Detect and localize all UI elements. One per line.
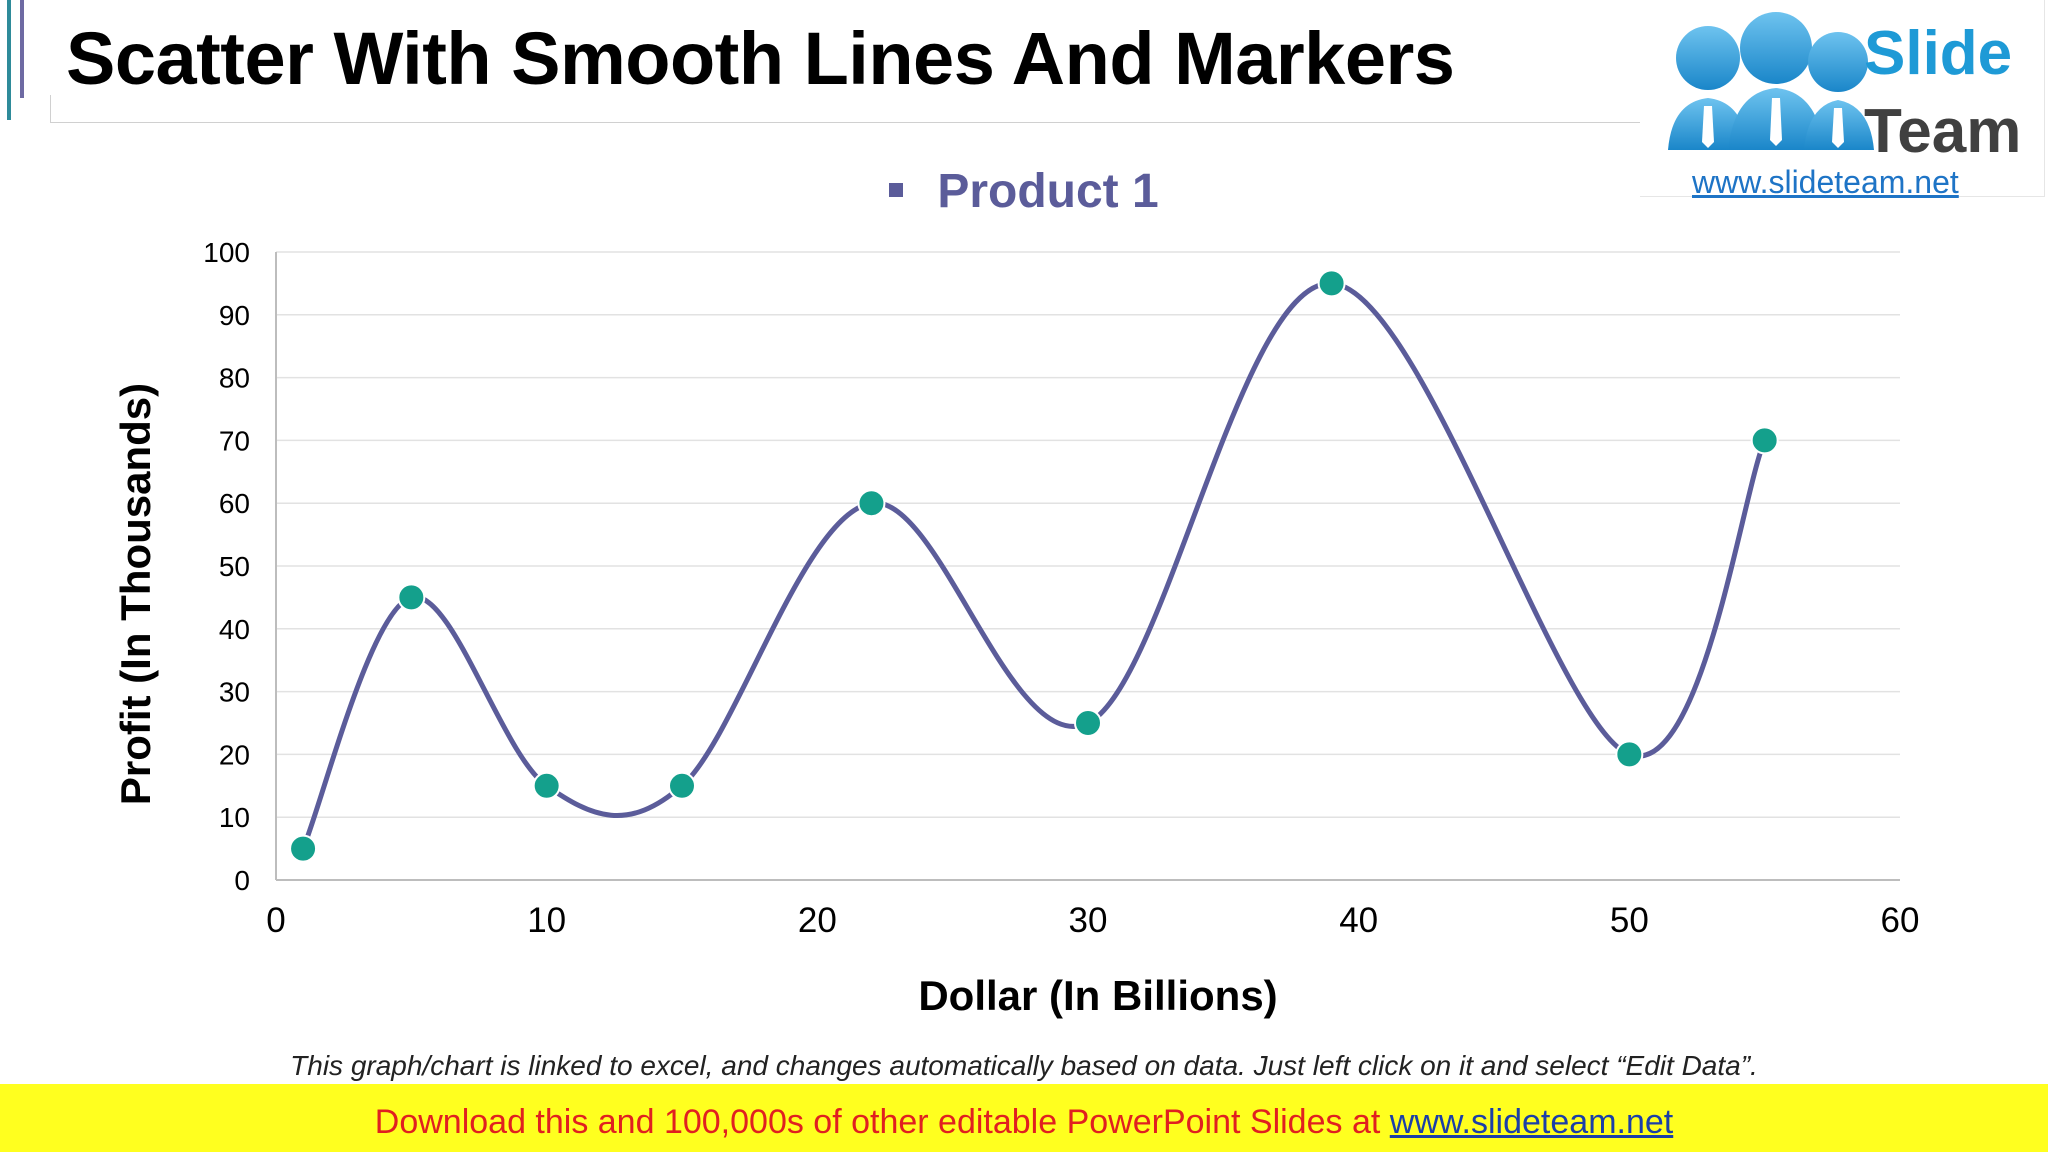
accent-bar-purple — [20, 0, 24, 98]
y-tick-label: 10 — [219, 802, 250, 833]
legend-square-icon — [889, 183, 904, 198]
slideteam-logo[interactable]: Slide Team www.slideteam.net — [1640, 0, 2048, 200]
x-tick-label: 40 — [1339, 901, 1378, 940]
y-tick-label: 20 — [219, 739, 250, 770]
y-tick-label: 60 — [219, 488, 250, 519]
y-tick-label: 40 — [219, 614, 250, 645]
slide-title: Scatter With Smooth Lines And Markers — [66, 17, 1455, 100]
x-tick-label: 0 — [266, 901, 285, 940]
title-underline — [50, 122, 1640, 123]
logo-word-team: Team — [1864, 97, 2022, 166]
accent-bar-teal — [7, 0, 11, 120]
download-banner[interactable]: Download this and 100,000s of other edit… — [0, 1084, 2048, 1152]
x-tick-label: 60 — [1881, 901, 1920, 940]
data-point-marker — [397, 583, 426, 612]
data-point-marker — [289, 834, 318, 863]
y-axis-label: Profit (In Thousands) — [112, 383, 159, 805]
y-tick-labels: 0 10 20 30 40 50 60 70 80 90 100 — [203, 237, 250, 896]
axes — [275, 252, 1900, 881]
chart-legend: Product 1 — [0, 164, 2048, 219]
data-point-marker — [1750, 426, 1779, 455]
logo-word-slide: Slide — [1864, 19, 2013, 88]
data-point-marker — [1074, 709, 1102, 737]
people-group-icon — [1668, 12, 1874, 150]
logo-frame — [1640, 0, 2045, 197]
data-point-marker — [532, 771, 561, 800]
data-point-marker — [1317, 269, 1346, 298]
data-point-marker — [668, 771, 696, 800]
x-tick-labels: 0 10 20 30 40 50 60 — [266, 901, 1919, 940]
series-line — [300, 280, 1767, 850]
x-tick-label: 10 — [527, 901, 566, 940]
y-tick-label: 0 — [234, 865, 250, 896]
title-rule-vertical — [50, 95, 51, 123]
x-tick-label: 30 — [1069, 901, 1108, 940]
data-point-marker — [1615, 740, 1644, 769]
gridlines — [276, 251, 1900, 818]
y-tick-label: 70 — [219, 425, 250, 456]
y-tick-label: 30 — [219, 677, 250, 708]
y-tick-label: 100 — [203, 237, 250, 268]
edit-data-note: This graph/chart is linked to excel, and… — [290, 1050, 1758, 1081]
series-product-1 — [289, 269, 1779, 863]
y-tick-label: 90 — [219, 300, 250, 331]
scatter-chart: 0 10 20 30 40 50 60 70 80 90 100 0 10 20 30 40 50 60 Dol… — [112, 237, 1919, 1019]
x-axis-label: Dollar (In Billions) — [918, 972, 1277, 1019]
legend-series-label: Product 1 — [937, 165, 1159, 218]
banner-text: Download this and 100,000s of other edit… — [374, 1103, 1390, 1141]
banner-link[interactable]: www.slideteam.net — [1389, 1103, 1674, 1141]
x-tick-label: 50 — [1610, 901, 1649, 940]
y-tick-label: 50 — [219, 551, 250, 582]
data-point-marker — [857, 489, 886, 518]
logo-url-link[interactable]: www.slideteam.net — [1692, 164, 1959, 200]
x-tick-label: 20 — [798, 901, 837, 940]
y-tick-label: 80 — [219, 363, 250, 394]
